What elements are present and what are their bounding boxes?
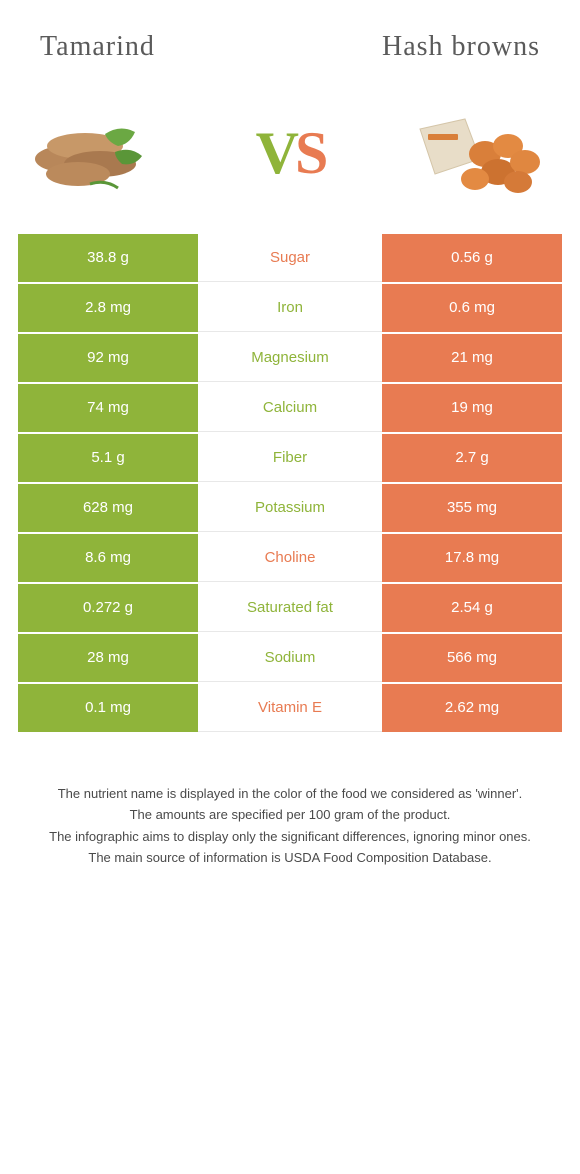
right-value: 0.6 mg (382, 284, 562, 332)
nutrient-name: Vitamin E (198, 684, 382, 732)
right-value: 2.7 g (382, 434, 562, 482)
table-row: 2.8 mgIron0.6 mg (18, 284, 562, 332)
right-value: 19 mg (382, 384, 562, 432)
nutrient-name: Choline (198, 534, 382, 582)
left-value: 74 mg (18, 384, 198, 432)
vs-row: VS (0, 84, 580, 234)
nutrient-name: Magnesium (198, 334, 382, 382)
table-row: 8.6 mgCholine17.8 mg (18, 534, 562, 582)
footer-notes: The nutrient name is displayed in the co… (0, 734, 580, 868)
table-row: 74 mgCalcium19 mg (18, 384, 562, 432)
left-food-title: Tamarind (40, 31, 290, 63)
table-row: 0.272 gSaturated fat2.54 g (18, 584, 562, 632)
right-value: 355 mg (382, 484, 562, 532)
left-value: 28 mg (18, 634, 198, 682)
left-value: 2.8 mg (18, 284, 198, 332)
nutrient-name: Saturated fat (198, 584, 382, 632)
footer-line: The amounts are specified per 100 gram o… (30, 805, 550, 825)
vs-s-letter: S (295, 120, 324, 186)
left-food-image (30, 104, 170, 204)
nutrient-name: Sodium (198, 634, 382, 682)
left-value: 0.1 mg (18, 684, 198, 732)
nutrient-name: Iron (198, 284, 382, 332)
table-row: 38.8 gSugar0.56 g (18, 234, 562, 282)
table-row: 92 mgMagnesium21 mg (18, 334, 562, 382)
table-row: 5.1 gFiber2.7 g (18, 434, 562, 482)
left-value: 628 mg (18, 484, 198, 532)
nutrient-name: Fiber (198, 434, 382, 482)
left-value: 8.6 mg (18, 534, 198, 582)
right-food-image (410, 104, 550, 204)
right-value: 2.54 g (382, 584, 562, 632)
nutrient-name: Calcium (198, 384, 382, 432)
table-row: 628 mgPotassium355 mg (18, 484, 562, 532)
vs-label: VS (256, 119, 325, 188)
footer-line: The main source of information is USDA F… (30, 848, 550, 868)
right-value: 566 mg (382, 634, 562, 682)
left-value: 92 mg (18, 334, 198, 382)
left-value: 0.272 g (18, 584, 198, 632)
footer-line: The infographic aims to display only the… (30, 827, 550, 847)
right-value: 0.56 g (382, 234, 562, 282)
vs-v-letter: V (256, 120, 295, 186)
right-food-title: Hash browns (290, 30, 540, 64)
right-value: 17.8 mg (382, 534, 562, 582)
left-value: 5.1 g (18, 434, 198, 482)
comparison-table: 38.8 gSugar0.56 g2.8 mgIron0.6 mg92 mgMa… (0, 234, 580, 732)
footer-line: The nutrient name is displayed in the co… (30, 784, 550, 804)
right-value: 21 mg (382, 334, 562, 382)
nutrient-name: Potassium (198, 484, 382, 532)
left-value: 38.8 g (18, 234, 198, 282)
nutrient-name: Sugar (198, 234, 382, 282)
right-value: 2.62 mg (382, 684, 562, 732)
table-row: 28 mgSodium566 mg (18, 634, 562, 682)
header: Tamarind Hash browns (0, 0, 580, 84)
table-row: 0.1 mgVitamin E2.62 mg (18, 684, 562, 732)
